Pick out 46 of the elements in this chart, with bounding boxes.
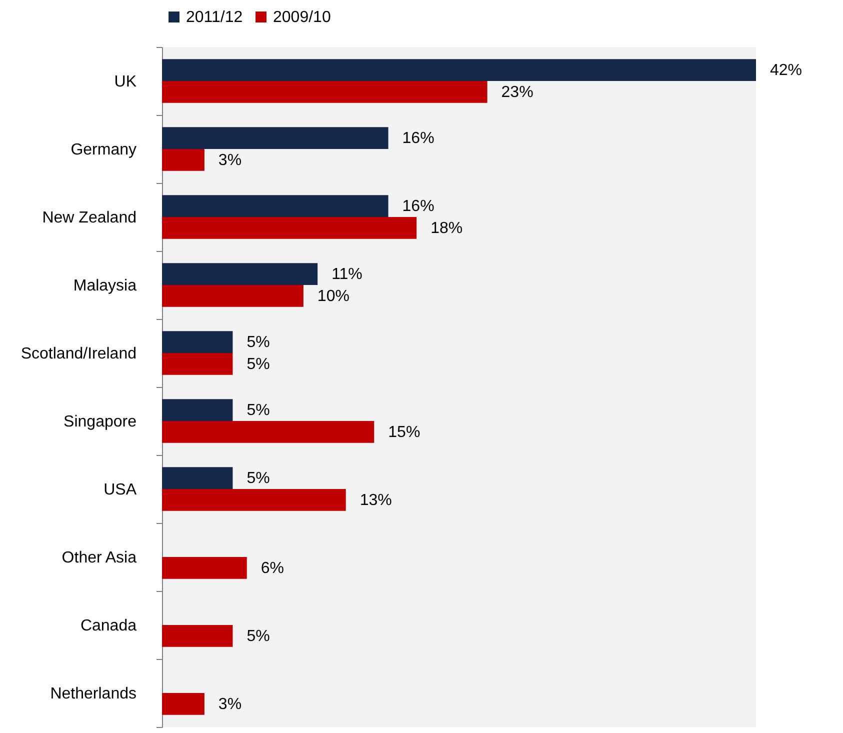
data-label: 13% xyxy=(360,492,392,509)
bar xyxy=(162,421,374,443)
bar xyxy=(162,399,233,421)
y-tick-label: Germany xyxy=(70,142,136,158)
data-label: 15% xyxy=(388,424,420,441)
data-label: 10% xyxy=(317,288,350,305)
data-label: 16% xyxy=(402,198,434,216)
data-label: 42% xyxy=(770,62,802,80)
data-label: 5% xyxy=(246,402,270,420)
bar xyxy=(162,625,233,647)
bar xyxy=(162,557,247,579)
y-tick-label: Other Asia xyxy=(62,550,137,566)
y-tick-label: Scotland/Ireland xyxy=(20,346,136,362)
legend-label: 2011/12 xyxy=(186,9,243,26)
data-label: 3% xyxy=(218,152,242,169)
bar xyxy=(162,693,204,715)
bar xyxy=(162,149,204,171)
y-tick-label: Singapore xyxy=(64,414,137,430)
bar xyxy=(162,217,417,239)
bar xyxy=(162,489,346,511)
data-label: 11% xyxy=(332,266,362,284)
data-label: 5% xyxy=(246,334,270,352)
bar xyxy=(162,331,233,353)
y-tick-label: Netherlands xyxy=(50,686,136,702)
bar xyxy=(162,81,488,103)
data-label: 6% xyxy=(260,560,284,577)
data-label: 18% xyxy=(430,220,463,237)
bar xyxy=(162,59,756,81)
legend-label: 2009/10 xyxy=(273,9,331,26)
data-label: 16% xyxy=(402,130,434,148)
bar xyxy=(162,353,233,375)
y-tick-label: New Zealand xyxy=(42,210,136,226)
data-label: 3% xyxy=(218,696,242,713)
data-label: 5% xyxy=(246,628,270,645)
y-tick-label: UK xyxy=(114,74,137,90)
bar xyxy=(162,195,388,217)
bar xyxy=(162,467,233,489)
bar xyxy=(162,263,318,285)
y-tick-label: Canada xyxy=(80,618,137,634)
bar xyxy=(162,127,388,149)
y-tick-label: USA xyxy=(104,482,137,498)
y-tick-label: Malaysia xyxy=(73,278,137,294)
data-label: 5% xyxy=(246,470,270,488)
bar xyxy=(162,285,304,307)
data-label: 23% xyxy=(501,84,534,101)
data-label: 5% xyxy=(246,356,270,373)
